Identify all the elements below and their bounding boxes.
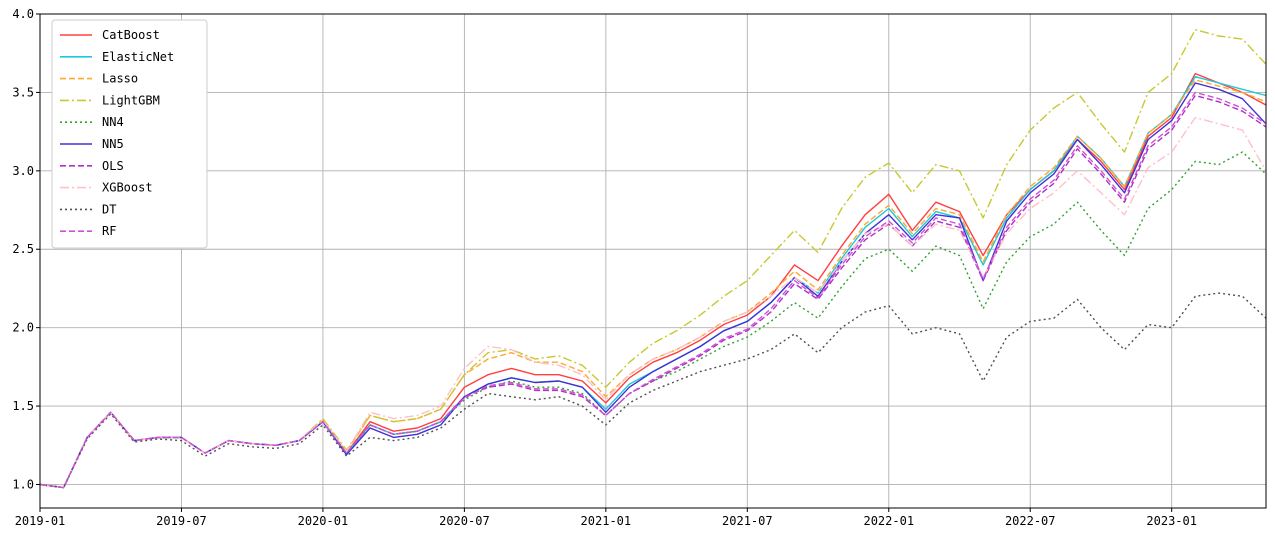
grid	[39, 13, 1266, 508]
series-line-rf	[39, 91, 1267, 489]
y-tick-label-3: 2.5	[12, 242, 34, 256]
legend-label-rf: RF	[102, 224, 116, 238]
legend-label-lightgbm: LightGBM	[102, 93, 160, 107]
tick-labels: 2019-01 2019-07 2020-01 2020-07 2021-01 2021-…	[12, 7, 1197, 528]
series-line-nn4	[39, 151, 1267, 489]
x-tick-label-8: 2023-01	[1146, 514, 1197, 528]
legend-label-nn5: NN5	[102, 137, 124, 151]
series-line-ols	[39, 94, 1267, 489]
y-tick-label-4: 3.0	[12, 164, 34, 178]
x-tick-label-5: 2021-07	[722, 514, 773, 528]
legend-label-nn4: NN4	[102, 115, 124, 129]
series-lines	[39, 29, 1267, 489]
y-tick-label-2: 2.0	[12, 321, 34, 335]
x-tick-label-6: 2022-01	[863, 514, 914, 528]
legend-label-ols: OLS	[102, 159, 124, 173]
y-tick-label-6: 4.0	[12, 7, 34, 21]
plot-frame	[39, 13, 1267, 509]
legend-label-catboost: CatBoost	[102, 28, 160, 42]
y-tick-label-0: 1.0	[12, 477, 34, 491]
legend: CatBoost ElasticNet Lasso LightGBM NN4 NN5 OLS…	[51, 19, 208, 249]
x-tick-label-0: 2019-01	[15, 514, 66, 528]
series-line-lasso	[39, 79, 1267, 489]
legend-box	[51, 19, 208, 249]
series-line-lightgbm	[39, 29, 1267, 489]
legend-label-elasticnet: ElasticNet	[102, 50, 174, 64]
series-line-elasticnet	[39, 75, 1267, 489]
x-tick-label-1: 2019-07	[156, 514, 207, 528]
series-line-catboost	[39, 72, 1267, 489]
x-tick-label-4: 2021-01	[581, 514, 632, 528]
legend-label-dt: DT	[102, 202, 116, 216]
x-tick-label-2: 2020-01	[298, 514, 349, 528]
y-tick-label-1: 1.5	[12, 399, 34, 413]
series-line-nn5	[39, 82, 1267, 489]
legend-label-xgboost: XGBoost	[102, 181, 153, 195]
series-line-xgboost	[39, 116, 1267, 489]
legend-label-lasso: Lasso	[102, 72, 138, 86]
series-line-dt	[39, 292, 1267, 489]
x-tick-label-3: 2020-07	[439, 514, 490, 528]
y-tick-label-5: 3.5	[12, 85, 34, 99]
x-tick-label-7: 2022-07	[1005, 514, 1056, 528]
